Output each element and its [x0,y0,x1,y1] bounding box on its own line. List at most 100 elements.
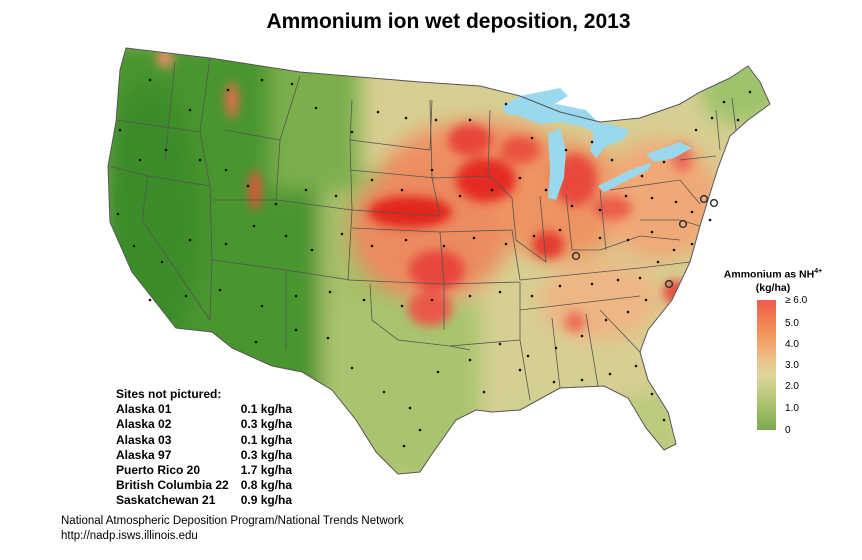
site-dot [326,336,330,340]
legend-title-sup: + [818,268,823,275]
site-dot [722,100,726,104]
legend-tick: ≥ 6.0 [785,295,808,306]
site-dot [284,234,288,238]
site-value: 0.1 kg/ha [240,402,293,417]
site-dot [334,194,338,198]
site-dot [430,168,434,172]
site-dot [650,230,654,234]
site-dot [376,110,380,114]
footer-url[interactable]: http://nadp.isws.illinois.edu [61,530,198,542]
site-dot [148,298,152,302]
site-dot [672,248,676,252]
site-dot [260,304,264,308]
legend-title-main: Ammonium as NH [723,268,815,281]
site-marker [678,219,688,229]
site-dot [504,102,508,106]
site-dot [518,368,522,372]
site-name: Saskatchewan 21 [116,493,216,508]
site-dot [430,298,434,302]
site-dot [436,370,440,374]
site-dot [710,116,714,120]
site-dot [254,340,258,344]
site-dot [530,294,534,298]
footer: National Atmospheric Deposition Program/… [61,514,404,544]
site-dot [226,88,230,92]
site-dot [434,118,438,122]
site-dot [314,106,318,110]
site-dot [218,288,222,292]
site-marker [699,194,709,204]
site-dot [626,238,630,242]
site-dot [224,242,228,246]
highlighted-sites [571,194,719,289]
site-dot [580,334,584,338]
site-dot [198,158,202,162]
site-dot [148,78,152,82]
table-row: Alaska 01 0.1 kg/ha [116,402,292,417]
site-dot [558,284,562,288]
site-value: 1.7 kg/ha [240,463,293,478]
site-marker [571,251,581,261]
site-dot [400,188,404,192]
site-dot [468,358,472,362]
site-dot [304,188,308,192]
site-value: 0.3 kg/ha [240,417,293,432]
site-dot [404,116,408,120]
site-dot [350,130,354,134]
site-dot [748,90,752,94]
site-dot [610,158,614,162]
legend-tick: 2.0 [785,381,799,392]
site-name: Alaska 03 [116,432,172,447]
site-dot [118,128,122,132]
site-dot [328,290,332,294]
site-dot [290,82,294,86]
site-dot [362,298,366,302]
site-dot [694,128,698,132]
table-row: Alaska 03 0.1 kg/ha [116,433,292,448]
site-dot [252,224,256,228]
legend-tick: 3.0 [785,360,799,371]
site-dot [650,196,654,200]
sites-table: Alaska 01 0.1 kg/ha Alaska 02 0.3 kg/ha Al… [116,402,292,508]
site-dot [138,158,142,162]
site-dot [570,204,574,208]
map-title: Ammonium ion wet deposition, 2013 [266,10,631,33]
site-dot [526,354,530,358]
site-dot [246,184,250,188]
site-name: Alaska 97 [116,447,172,462]
site-dot [650,392,654,396]
site-dot [294,294,298,298]
site-dot [482,390,486,394]
site-dot [518,176,522,180]
table-row: British Columbia 22 0.8 kg/ha [116,478,292,493]
site-dot [498,342,502,346]
site-dot [598,236,602,240]
site-dot [490,188,494,192]
site-dot [558,228,562,232]
site-dot [294,328,298,332]
sites-not-pictured: Sites not pictured: Alaska 01 0.1 kg/ha A… [116,387,292,509]
legend-title-sub: 4 [814,268,819,275]
site-value: 0.1 kg/ha [240,432,293,447]
site-dot [624,194,628,198]
site-dot [544,188,548,192]
site-dot [418,428,422,432]
site-dot [340,232,344,236]
table-row: Saskatchewan 21 0.9 kg/ha [116,493,292,508]
table-row: Puerto Rico 20 1.7 kg/ha [116,463,292,478]
site-dot [160,260,164,264]
site-dot [616,278,620,282]
site-dot [274,202,278,206]
site-dot [442,244,446,248]
site-dot [644,298,648,302]
legend-tick: 5.0 [785,318,799,329]
legend-units: (kg/ha) [755,281,791,294]
site-marker [664,279,674,289]
site-dot [116,212,120,216]
site-dot [532,234,536,238]
site-dot [188,108,192,112]
site-dot [590,140,594,144]
site-dot [188,238,192,242]
site-dot [132,244,136,248]
site-dot [260,78,264,82]
